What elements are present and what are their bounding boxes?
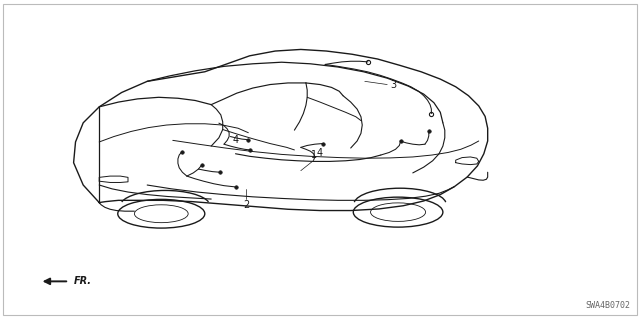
Text: 4: 4: [317, 148, 323, 158]
Text: FR.: FR.: [74, 276, 92, 286]
Text: 1: 1: [310, 150, 317, 160]
Text: SWA4B0702: SWA4B0702: [586, 301, 630, 310]
Text: 2: 2: [243, 200, 250, 210]
Text: 3: 3: [390, 79, 397, 90]
Text: 4: 4: [232, 135, 239, 145]
